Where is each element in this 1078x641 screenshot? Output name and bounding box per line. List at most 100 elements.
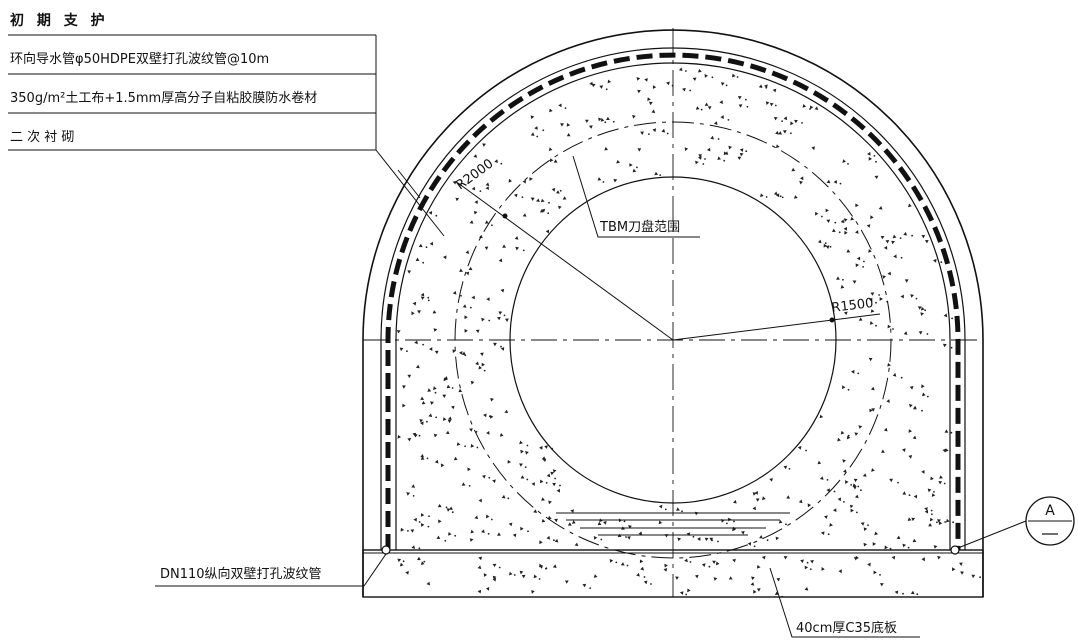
aggregate-speckle <box>628 525 632 529</box>
aggregate-speckle <box>837 497 842 502</box>
aggregate-speckle <box>775 193 780 198</box>
aggregate-dot <box>860 489 862 492</box>
aggregate-speckle <box>459 351 463 355</box>
aggregate-speckle <box>704 74 708 78</box>
aggregate-speckle <box>658 504 663 509</box>
aggregate-speckle <box>498 311 503 315</box>
aggregate-dot <box>862 266 864 268</box>
aggregate-speckle <box>427 388 432 392</box>
aggregate-dot <box>426 457 429 460</box>
aggregate-speckle <box>492 577 497 582</box>
aggregate-dot <box>564 107 567 109</box>
aggregate-speckle <box>444 376 448 380</box>
leader-text-block: 初 期 支 护 环向导水管φ50HDPE双壁打孔波纹管@10m 350g/m²土… <box>8 12 445 237</box>
aggregate-dot <box>435 416 438 419</box>
aggregate-speckle <box>604 146 608 151</box>
aggregate-speckle <box>446 508 451 512</box>
aggregate-speckle <box>481 362 485 367</box>
aggregate-dot <box>908 494 911 497</box>
aggregate-dot <box>926 333 929 335</box>
aggregate-speckle <box>478 556 482 561</box>
ring-drain-pipe-band <box>385 52 961 550</box>
aggregate-dot <box>809 108 811 110</box>
aggregate-speckle <box>783 116 788 121</box>
aggregate-speckle <box>433 328 438 332</box>
aggregate-speckle <box>920 312 924 316</box>
aggregate-dot <box>892 328 894 330</box>
aggregate-speckle <box>810 560 814 564</box>
aggregate-speckle <box>782 130 787 134</box>
aggregate-speckle <box>819 414 824 419</box>
aggregate-speckle <box>686 532 691 537</box>
aggregate-speckle <box>860 522 865 526</box>
aggregate-speckle <box>539 445 543 450</box>
aggregate-speckle <box>522 213 527 217</box>
aggregate-speckle <box>652 128 657 133</box>
aggregate-dot <box>445 506 448 509</box>
aggregate-dot <box>423 560 426 563</box>
aggregate-speckle <box>539 565 543 569</box>
aggregate-speckle <box>552 469 557 473</box>
aggregate-dot <box>878 294 880 296</box>
aggregate-speckle <box>522 179 526 184</box>
aggregate-speckle <box>942 448 947 453</box>
aggregate-speckle <box>773 191 778 195</box>
aggregate-speckle <box>512 533 517 538</box>
aggregate-speckle <box>855 263 859 268</box>
aggregate-speckle <box>933 258 937 263</box>
aggregate-speckle <box>720 115 724 119</box>
aggregate-speckle <box>844 230 848 235</box>
aggregate-speckle <box>664 563 668 568</box>
aggregate-speckle <box>546 535 550 540</box>
aggregate-speckle <box>797 446 802 450</box>
dn110-pipe-left <box>381 545 391 555</box>
aggregate-speckle <box>469 538 474 542</box>
aggregate-speckle <box>420 396 425 400</box>
aggregate-speckle <box>858 317 863 321</box>
aggregate-speckle <box>448 416 452 420</box>
aggregate-dot <box>435 214 438 217</box>
aggregate-dot <box>636 166 638 169</box>
aggregate-speckle <box>637 89 641 94</box>
aggregate-speckle <box>924 240 929 244</box>
aggregate-speckle <box>544 445 548 449</box>
aggregate-dot <box>625 536 627 538</box>
aggregate-speckle <box>867 151 871 156</box>
initial-support-label: 初 期 支 护 <box>10 12 109 29</box>
aggregate-speckle <box>399 347 404 352</box>
aggregate-speckle <box>666 81 670 86</box>
aggregate-speckle <box>921 384 925 389</box>
aggregate-dot <box>717 540 719 543</box>
aggregate-speckle <box>434 459 439 464</box>
aggregate-speckle <box>399 562 404 567</box>
aggregate-dot <box>427 296 430 299</box>
aggregate-speckle <box>574 542 579 547</box>
leader-pointer-1 <box>375 149 445 237</box>
aggregate-speckle <box>760 193 764 198</box>
aggregate-speckle <box>591 83 596 88</box>
aggregate-speckle <box>832 228 836 232</box>
aggregate-speckle <box>728 576 733 580</box>
aggregate-speckle <box>492 575 497 580</box>
aggregate-dot <box>600 538 603 541</box>
aggregate-speckle <box>478 498 482 503</box>
aggregate-speckle <box>606 116 610 120</box>
aggregate-speckle <box>836 276 840 280</box>
aggregate-speckle <box>470 529 475 534</box>
aggregate-speckle <box>933 545 938 549</box>
aggregate-dot <box>745 98 747 101</box>
aggregate-speckle <box>762 496 766 501</box>
aggregate-speckle <box>414 340 418 345</box>
aggregate-speckle <box>870 215 874 220</box>
aggregate-speckle <box>752 506 756 511</box>
aggregate-speckle <box>910 294 914 298</box>
aggregate-speckle <box>638 531 643 536</box>
aggregate-speckle <box>448 532 452 536</box>
aggregate-dot <box>781 196 784 199</box>
aggregate-speckle <box>849 504 854 509</box>
aggregate-speckle <box>909 386 914 390</box>
aggregate-speckle <box>971 574 976 579</box>
aggregate-speckle <box>868 357 873 362</box>
aggregate-speckle <box>616 159 620 164</box>
